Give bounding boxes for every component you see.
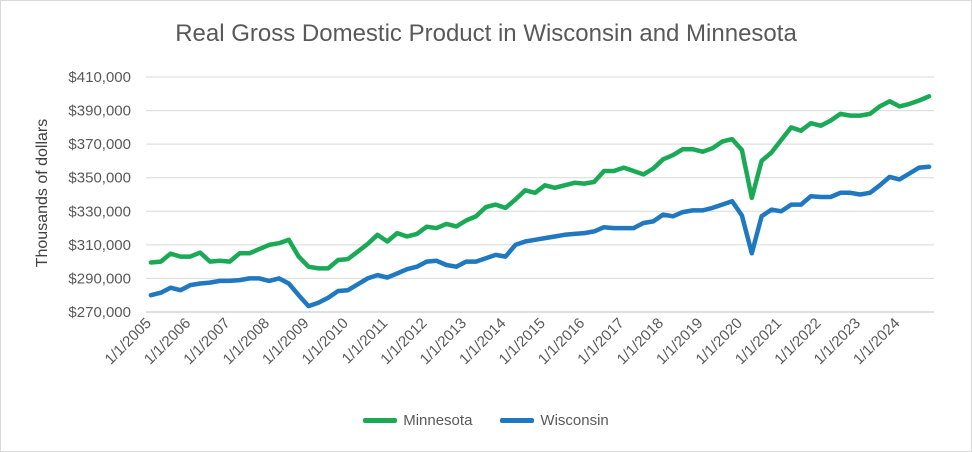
y-tick-label: $350,000 [68, 170, 131, 187]
y-tick-label: $270,000 [68, 304, 131, 321]
y-tick-label: $410,000 [68, 69, 131, 86]
legend-item-minnesota: Minnesota [363, 412, 472, 429]
y-tick-labels: $270,000 $290,000 $310,000 $330,000 $350,000… [68, 69, 131, 321]
y-tick-label: $290,000 [68, 270, 131, 287]
legend-swatch-wisconsin [500, 418, 535, 423]
y-tick-label: $390,000 [68, 103, 131, 120]
legend-label-minnesota: Minnesota [403, 412, 473, 429]
chart-title: Real Gross Domestic Product in Wisconsin… [175, 20, 797, 47]
legend-label-wisconsin: Wisconsin [540, 412, 609, 429]
series-line-wisconsin [148, 164, 932, 309]
y-tick-label: $330,000 [68, 203, 131, 220]
legend-swatch-minnesota [363, 418, 398, 423]
series-lines [148, 94, 932, 309]
x-tick-labels: 1/1/20051/1/20061/1/20071/1/20081/1/2009… [102, 315, 904, 368]
legend-item-wisconsin: Wisconsin [500, 412, 609, 429]
y-tick-label: $370,000 [68, 136, 131, 153]
legend: Minnesota Wisconsin [0, 412, 972, 429]
series-line-minnesota [148, 94, 932, 271]
y-tick-label: $310,000 [68, 237, 131, 254]
y-axis-label: Thousands of dollars [34, 119, 51, 268]
